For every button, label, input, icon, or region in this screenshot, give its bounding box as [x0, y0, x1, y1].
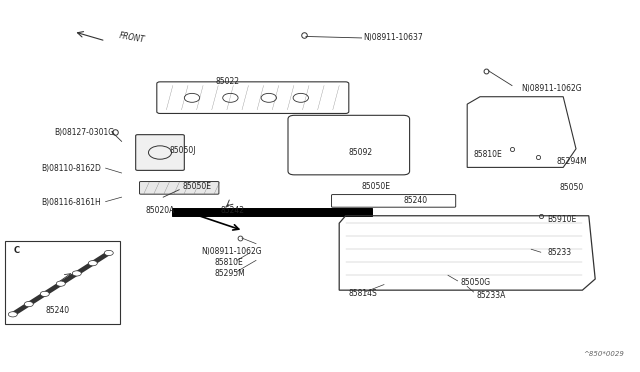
Circle shape — [8, 312, 17, 317]
Text: 85050J: 85050J — [170, 146, 196, 155]
Text: 85020A: 85020A — [146, 206, 175, 215]
Text: 85240: 85240 — [45, 306, 70, 315]
Text: B)08127-0301G: B)08127-0301G — [54, 128, 115, 137]
Text: 85810E: 85810E — [474, 150, 502, 159]
FancyBboxPatch shape — [172, 208, 372, 216]
Text: 85294M: 85294M — [557, 157, 588, 166]
Text: N)08911-1062G: N)08911-1062G — [202, 247, 262, 256]
Text: 85092: 85092 — [349, 148, 373, 157]
Circle shape — [88, 261, 97, 266]
Text: B5910E: B5910E — [547, 215, 577, 224]
Text: 85022: 85022 — [215, 77, 239, 86]
Text: B)08116-8161H: B)08116-8161H — [42, 198, 101, 207]
Text: 85050E: 85050E — [182, 182, 211, 190]
Circle shape — [56, 281, 65, 286]
Text: 85233A: 85233A — [477, 291, 506, 300]
Text: N)08911-10637: N)08911-10637 — [364, 33, 423, 42]
Text: 85050G: 85050G — [461, 278, 491, 287]
Circle shape — [104, 250, 113, 256]
Text: 85295M: 85295M — [214, 269, 245, 278]
Text: C: C — [14, 246, 20, 254]
Text: 85242: 85242 — [221, 206, 244, 215]
Text: 85050E: 85050E — [362, 182, 390, 191]
FancyBboxPatch shape — [136, 135, 184, 170]
Text: 85050: 85050 — [560, 183, 584, 192]
Circle shape — [24, 301, 33, 307]
FancyBboxPatch shape — [140, 182, 219, 194]
Text: 85233: 85233 — [547, 248, 572, 257]
Circle shape — [40, 291, 49, 296]
Text: 85810E: 85810E — [214, 258, 243, 267]
Text: B)08110-8162D: B)08110-8162D — [42, 164, 102, 173]
Text: ^850*0029: ^850*0029 — [583, 351, 624, 357]
Text: 85814S: 85814S — [349, 289, 378, 298]
Text: N)08911-1062G: N)08911-1062G — [522, 84, 582, 93]
Circle shape — [72, 271, 81, 276]
Text: 85240: 85240 — [403, 196, 428, 205]
Text: FRONT: FRONT — [118, 31, 145, 45]
FancyBboxPatch shape — [5, 241, 120, 324]
